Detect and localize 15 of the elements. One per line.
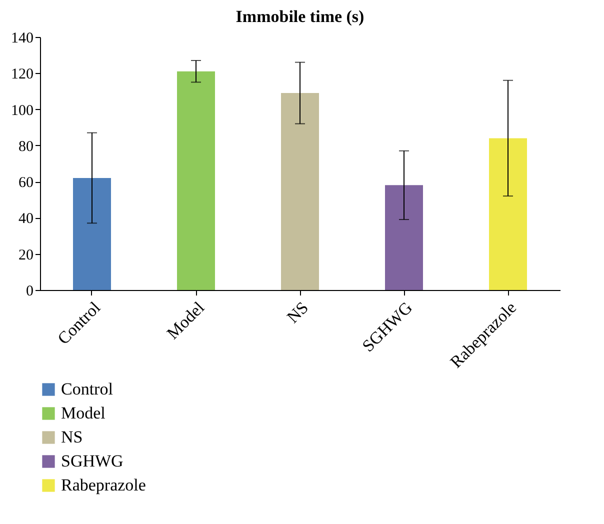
- y-tick-label: 120: [11, 66, 34, 83]
- y-tick-label: 40: [18, 211, 34, 228]
- y-tick-label: 100: [11, 102, 34, 119]
- y-tick-label: 80: [18, 138, 34, 155]
- legend-label: Control: [61, 380, 114, 398]
- x-tick-label: NS: [283, 298, 312, 327]
- legend-label: NS: [61, 428, 83, 446]
- y-tick-label: 140: [11, 30, 34, 46]
- legend-label: Model: [61, 404, 106, 422]
- legend-label: SGHWG: [61, 452, 124, 470]
- chart-title: Immobile time (s): [236, 7, 364, 26]
- y-tick-label: 20: [18, 247, 34, 264]
- legend-label: Rabeprazole: [61, 476, 146, 494]
- y-tick-label: 0: [26, 284, 34, 300]
- y-tick-label: 60: [18, 175, 34, 192]
